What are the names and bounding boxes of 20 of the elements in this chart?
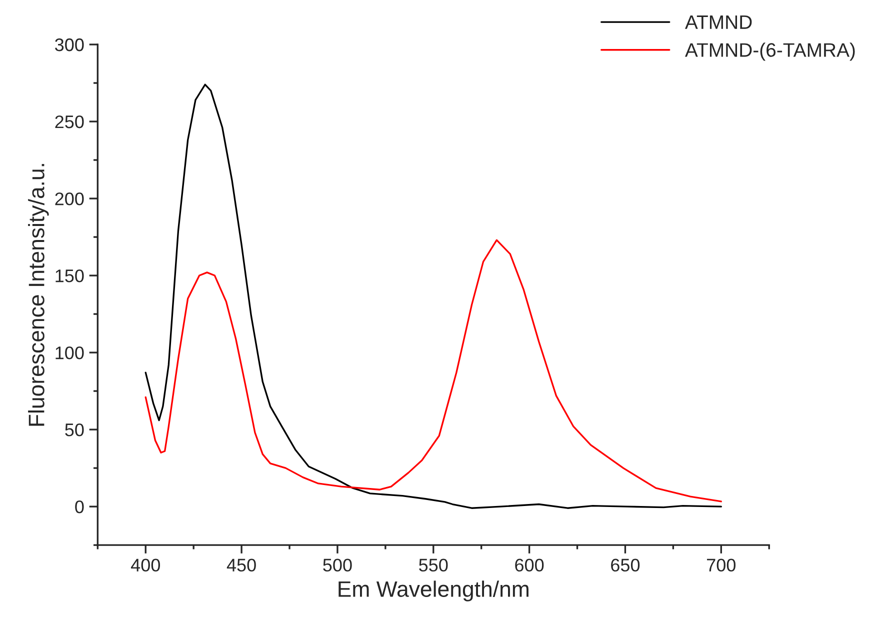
line-series: [144, 239, 722, 502]
y-tick-label: 0: [75, 500, 84, 514]
x-tick-label: 400: [130, 558, 160, 572]
y-tick-label: 250: [55, 115, 84, 128]
y-tick-label: 200: [55, 192, 84, 206]
x-tick-label: 650: [611, 558, 640, 572]
y-tick-label: 150: [56, 269, 84, 282]
x-tick-label: 550: [419, 558, 448, 572]
x-tick-label: 450: [226, 558, 256, 572]
x-tick-label: 600: [515, 558, 544, 572]
y-axis-title: Fluorescence Intensity/a.u.: [28, 164, 49, 426]
y-tick-label: 50: [65, 423, 84, 436]
x-tick-label: 700: [707, 558, 736, 572]
legend-label: ATMND-(6-TAMRA): [684, 42, 855, 61]
y-tick-label: 300: [55, 38, 84, 52]
x-axis-title: Em Wavelength/nm: [338, 580, 528, 602]
line-series: [144, 84, 722, 509]
x-tick-label: 500: [323, 558, 352, 572]
legend-label: ATMND: [684, 15, 752, 29]
y-tick-label: 100: [56, 346, 84, 360]
